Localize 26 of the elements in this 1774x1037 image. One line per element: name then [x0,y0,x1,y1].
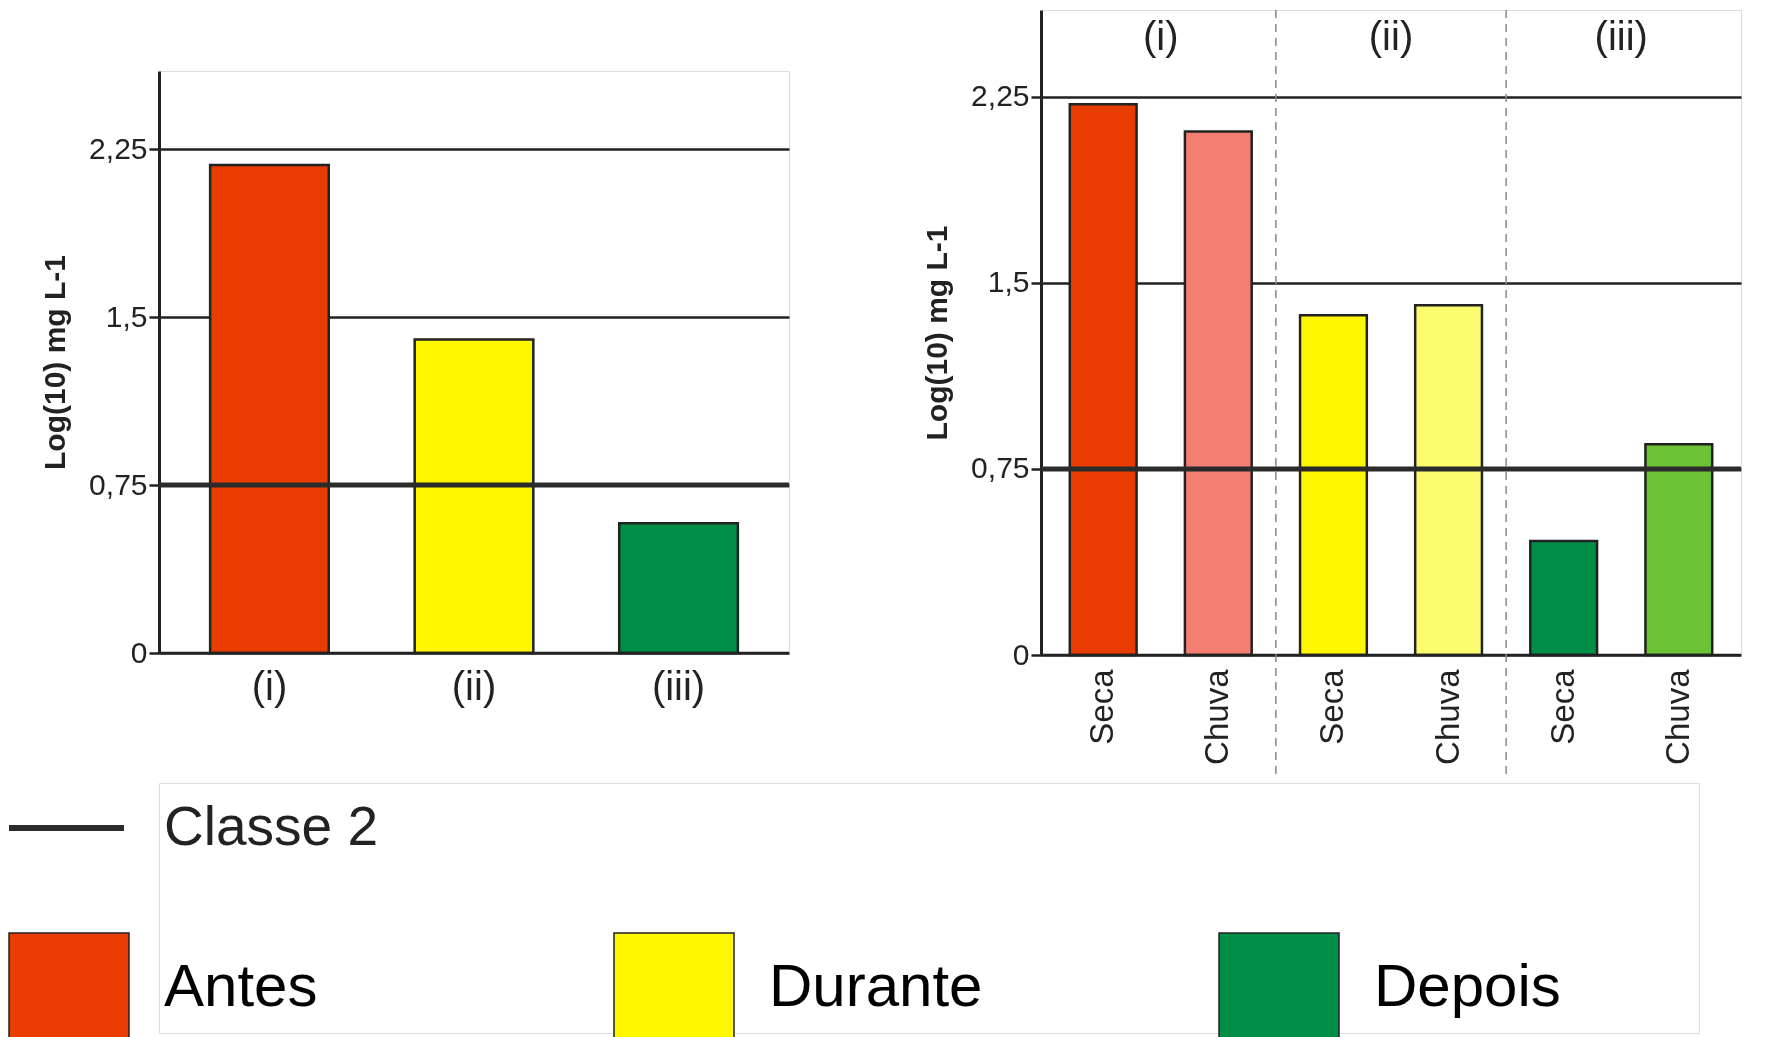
legend-label: Durante [769,952,983,1019]
annotation: (i) [1142,14,1179,58]
y-tick-label: 1,5 [987,265,1030,299]
legend-label: Depois [1374,952,1561,1019]
x-tick-label: Seca [1083,668,1121,745]
legend-label: Classe 2 [164,795,378,857]
y-tick-label: 2,25 [971,79,1030,113]
x-tick-label: (i) [251,663,288,708]
x-tick-label: Seca [1543,668,1581,745]
x-tick-label: Chuva [1428,668,1466,765]
x-tick-label: (ii) [451,663,497,708]
y-tick-label: 0 [1012,637,1030,671]
x-tick-label: Seca [1313,668,1351,745]
y-tick-label: 0,75 [971,451,1030,485]
y-axis-title: Log(10) mg L-1 [920,225,954,441]
x-tick-label: Chuva [1658,668,1696,765]
y-tick-label: 0,75 [89,467,148,501]
legend-label: Antes [164,952,318,1019]
annotation: (ii) [1368,14,1414,58]
y-tick-label: 0 [130,635,148,669]
y-axis-title: Log(10) mg L-1 [38,255,72,470]
annotation: (iii) [1594,14,1648,58]
y-tick-label: 1,5 [105,299,148,333]
x-tick-label: Chuva [1198,668,1236,765]
y-tick-label: 2,25 [89,131,148,165]
x-tick-label: (iii) [651,663,706,708]
